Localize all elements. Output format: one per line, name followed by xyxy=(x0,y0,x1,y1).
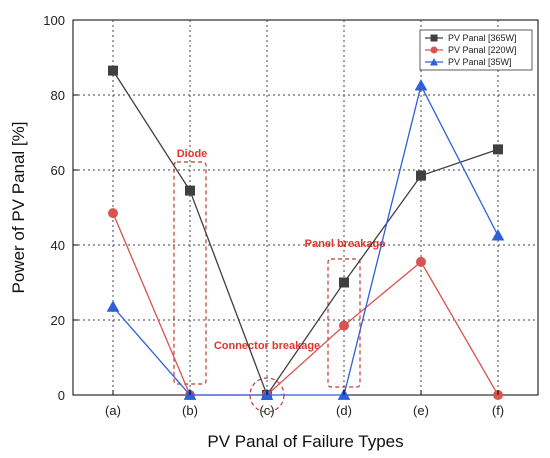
y-tick-label: 20 xyxy=(51,313,65,328)
tick-labels: 0 20 40 60 80 100 (a) (b) (c) (d) (e) (f) xyxy=(43,13,504,418)
data-point-square xyxy=(416,170,426,181)
data-point-square xyxy=(493,144,503,155)
legend-marker xyxy=(430,34,438,42)
plot-area xyxy=(72,19,539,396)
data-point-circle xyxy=(416,256,426,267)
series-layer xyxy=(106,65,505,400)
y-tick-label: 0 xyxy=(58,388,65,403)
data-point-triangle xyxy=(414,79,428,91)
annotation-label: Diode xyxy=(177,148,208,160)
x-tick-label: (c) xyxy=(259,403,274,418)
x-tick-label: (a) xyxy=(105,403,121,418)
legend: PV Panal [365W] PV Panal [220W] PV Panal [… xyxy=(419,29,533,71)
data-point-square xyxy=(339,277,349,288)
data-point-triangle xyxy=(106,300,120,312)
annotation-label: Panel breakage xyxy=(305,238,386,250)
data-point-circle xyxy=(108,208,118,219)
x-axis-title: PV Panal of Failure Types xyxy=(207,432,403,451)
legend-label: PV Panal [35W] xyxy=(448,57,512,67)
data-point-triangle xyxy=(491,229,505,241)
y-tick-label: 60 xyxy=(51,163,65,178)
data-point-circle xyxy=(339,320,349,331)
legend-label: PV Panal [365W] xyxy=(448,33,517,43)
legend-marker xyxy=(430,46,438,54)
x-tick-label: (b) xyxy=(182,403,198,418)
series-line xyxy=(112,212,499,396)
x-tick-label: (e) xyxy=(413,403,429,418)
series xyxy=(106,79,505,400)
annotation-label: Connector breakage xyxy=(214,340,320,352)
y-axis-title: Power of PV Panal [%] xyxy=(9,122,28,294)
series-line xyxy=(112,70,499,397)
y-tick-label: 40 xyxy=(51,238,65,253)
y-tick-label: 100 xyxy=(43,13,65,28)
annotation-box-panel xyxy=(327,258,361,388)
series-line xyxy=(112,83,499,396)
data-point-square xyxy=(108,65,118,76)
y-tick-label: 80 xyxy=(51,88,65,103)
x-tick-label: (d) xyxy=(336,403,352,418)
annotation-layer: Diode Connector breakage Panel breakage xyxy=(173,148,386,413)
legend-label: PV Panal [220W] xyxy=(448,45,517,55)
data-point-square xyxy=(185,185,195,196)
legend-marker xyxy=(430,58,438,66)
x-tick-label: (f) xyxy=(492,403,504,418)
